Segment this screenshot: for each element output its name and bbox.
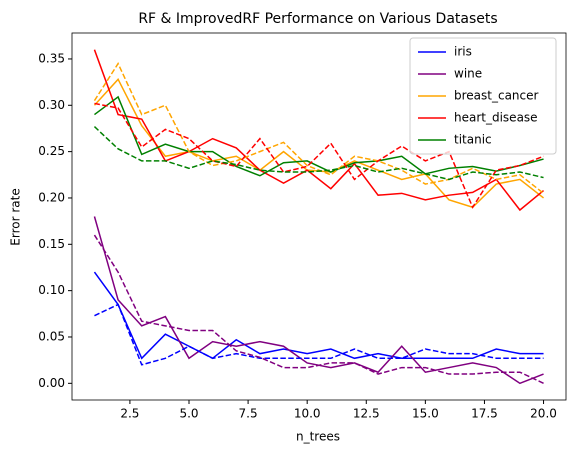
x-tick-label: 2.5 <box>120 407 139 421</box>
line <box>93 234 544 384</box>
y-tick-label: 0.30 <box>38 98 65 112</box>
y-axis-label: Error rate <box>9 188 23 245</box>
line <box>93 216 544 385</box>
x-axis-label: n_trees <box>296 430 340 444</box>
y-tick-label: 0.15 <box>38 237 65 251</box>
legend-label: wine <box>454 67 482 81</box>
x-tick-label: 10.0 <box>294 407 321 421</box>
x-tick-label: 20.0 <box>530 407 557 421</box>
legend-box <box>409 37 557 155</box>
y-tick-label: 0.05 <box>38 329 65 343</box>
x-tick-label: 12.5 <box>353 407 380 421</box>
x-tick-label: 15.0 <box>412 407 439 421</box>
x-tick-label: 17.5 <box>471 407 498 421</box>
line <box>93 62 545 194</box>
y-tick-label: 0.20 <box>38 190 65 204</box>
line <box>94 303 544 366</box>
line <box>93 271 544 360</box>
legend-label: breast_cancer <box>454 89 539 103</box>
legend-label: iris <box>454 45 472 59</box>
y-tick-label: 0.35 <box>38 51 65 65</box>
chart-title: RF & ImprovedRF Performance on Various D… <box>138 11 497 27</box>
x-tick-label: 7.5 <box>239 407 258 421</box>
legend-label: titanic <box>454 133 492 147</box>
line <box>93 126 544 181</box>
y-tick-label: 0.10 <box>38 283 65 297</box>
line <box>94 102 544 209</box>
legend-label: heart_disease <box>454 111 538 125</box>
line <box>94 95 544 177</box>
y-tick-label: 0.00 <box>38 376 65 390</box>
y-tick-label: 0.25 <box>38 144 65 158</box>
x-tick-label: 5.0 <box>179 407 198 421</box>
plot-frame <box>71 32 567 401</box>
line <box>93 49 545 212</box>
